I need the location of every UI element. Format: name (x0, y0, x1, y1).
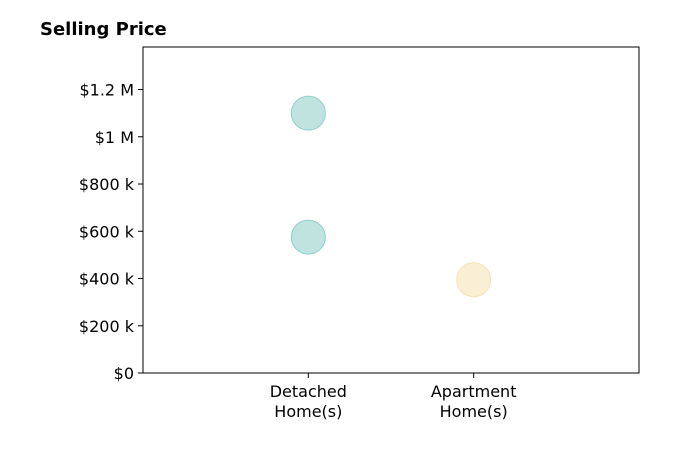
x-tick-label-line: Apartment (431, 382, 517, 401)
data-points (290, 95, 492, 298)
x-tick-label: Apartment Home(s) (431, 382, 517, 421)
y-tick-label: $400 k (79, 270, 135, 289)
y-tick-label: $1 M (95, 128, 134, 147)
y-tick-label: $600 k (79, 222, 135, 241)
x-tick-label-line: Detached (270, 382, 347, 401)
data-point (456, 262, 492, 298)
x-axis: Detached Home(s)Apartment Home(s) (270, 373, 517, 421)
y-tick-label: $1.2 M (79, 81, 134, 100)
y-tick-label: $0 (114, 364, 134, 383)
x-tick-label: Detached Home(s) (270, 382, 347, 421)
data-point (290, 219, 326, 255)
x-tick-label-line: Home(s) (274, 402, 342, 421)
chart-title: Selling Price (40, 19, 167, 40)
y-axis: $0 $200 k $400 k $600 k $800 k $1 M $1.2 M (79, 81, 143, 383)
data-point (290, 95, 326, 131)
y-tick-label: $200 k (79, 317, 135, 336)
plot-area-frame (142, 46, 640, 374)
y-tick-label: $800 k (79, 175, 135, 194)
x-tick-label-line: Home(s) (440, 402, 508, 421)
